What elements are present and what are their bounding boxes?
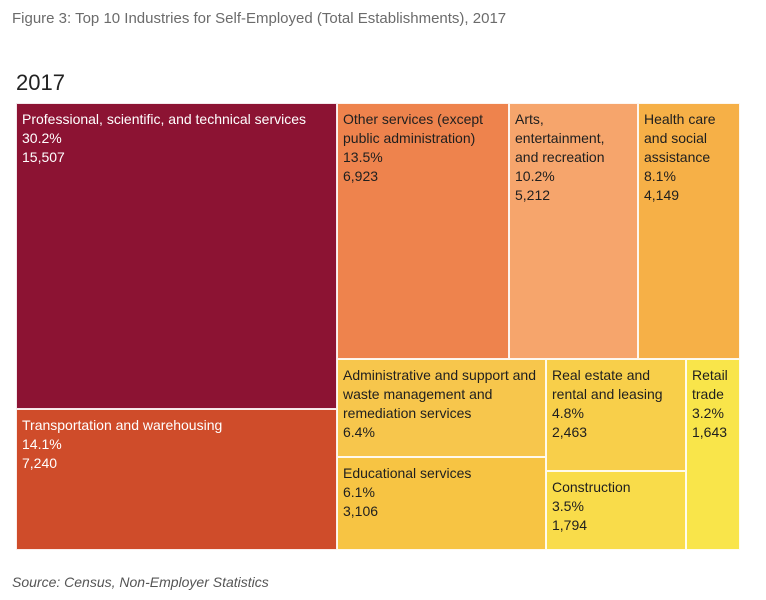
tile-value: 7,240 bbox=[22, 455, 58, 471]
tile-value: 1,643 bbox=[692, 424, 728, 440]
tile-label: Real estate and rental and leasing bbox=[552, 367, 663, 402]
treemap-tile: Arts, entertainment, and recreation 10.2%… bbox=[509, 103, 638, 359]
tile-label: Arts, entertainment, and recreation bbox=[515, 111, 605, 165]
treemap-tile: Retail trade 3.2% 1,643 bbox=[686, 359, 740, 550]
treemap-tile: Transportation and warehousing 14.1% 7,240 bbox=[16, 409, 337, 550]
treemap-tile: Health care and social assistance 8.1% 4,1… bbox=[638, 103, 740, 359]
tile-percent: 6.4% bbox=[343, 424, 375, 440]
tile-label: Health care and social assistance bbox=[644, 111, 716, 165]
tile-percent: 10.2% bbox=[515, 168, 555, 184]
tile-value: 1,794 bbox=[552, 517, 588, 533]
figure-title: Figure 3: Top 10 Industries for Self-Emp… bbox=[12, 10, 507, 27]
treemap-tile: Other services (except public administra… bbox=[337, 103, 509, 359]
tile-value: 4,149 bbox=[644, 187, 680, 203]
tile-percent: 8.1% bbox=[644, 168, 676, 184]
tile-percent: 3.2% bbox=[692, 405, 724, 421]
tile-percent: 3.5% bbox=[552, 498, 584, 514]
tile-percent: 30.2% bbox=[22, 130, 62, 146]
tile-label: Professional, scientific, and technical … bbox=[22, 111, 307, 127]
tile-value: 2,463 bbox=[552, 424, 588, 440]
source-note: Source: Census, Non-Employer Statistics bbox=[12, 574, 269, 590]
tile-percent: 14.1% bbox=[22, 436, 62, 452]
treemap-tile: Professional, scientific, and technical … bbox=[16, 103, 337, 409]
tile-label: Retail trade bbox=[692, 367, 728, 402]
tile-value: 5,212 bbox=[515, 187, 551, 203]
treemap-tile: Educational services 6.1% 3,106 bbox=[337, 457, 546, 550]
tile-value: 15,507 bbox=[22, 149, 65, 165]
tile-label: Administrative and support and waste man… bbox=[343, 367, 536, 421]
tile-percent: 6.1% bbox=[343, 484, 375, 500]
chart-title: 2017 bbox=[16, 70, 65, 95]
tile-percent: 13.5% bbox=[343, 149, 383, 165]
tile-label: Other services (except public administra… bbox=[343, 111, 484, 146]
tile-label: Educational services bbox=[343, 465, 472, 481]
tile-label: Transportation and warehousing bbox=[22, 417, 223, 433]
tile-percent: 4.8% bbox=[552, 405, 584, 421]
tile-value: 3,106 bbox=[343, 503, 379, 519]
treemap-tile: Real estate and rental and leasing 4.8% 2,… bbox=[546, 359, 686, 471]
tile-label: Construction bbox=[552, 479, 631, 495]
treemap: Professional, scientific, and technical … bbox=[16, 103, 740, 550]
treemap-tile: Administrative and support and waste man… bbox=[337, 359, 546, 457]
treemap-tile: Construction 3.5% 1,794 bbox=[546, 471, 686, 550]
tile-value: 6,923 bbox=[343, 168, 379, 184]
